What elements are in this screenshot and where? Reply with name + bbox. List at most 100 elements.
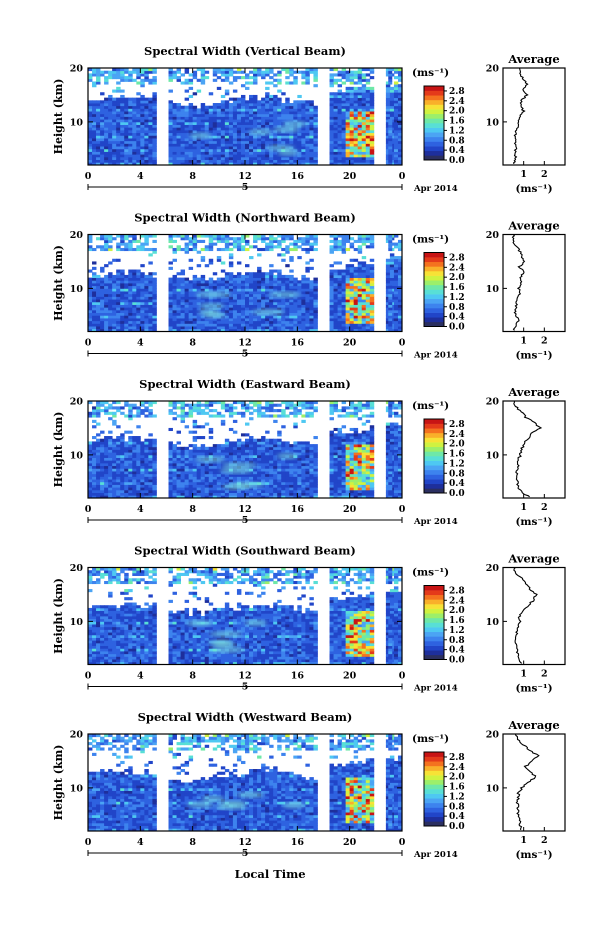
heatmap-cell	[108, 76, 113, 80]
heatmap-cell	[128, 307, 133, 311]
heatmap-cell	[152, 438, 157, 442]
heatmap-cell	[120, 457, 125, 461]
heatmap-cell	[361, 307, 367, 311]
heatmap-cell	[108, 261, 113, 265]
heatmap-cell	[285, 132, 290, 136]
heatmap-cell	[345, 328, 351, 332]
heatmap-cell	[216, 411, 222, 415]
heatmap-cell	[297, 154, 302, 158]
heatmap-cell	[365, 156, 371, 161]
heatmap-cell	[261, 159, 266, 163]
heatmap-cell	[297, 283, 302, 287]
heatmap-cell	[216, 487, 222, 491]
heatmap-cell	[172, 127, 177, 131]
heatmap-cell	[152, 146, 157, 150]
heatmap-cell	[220, 444, 226, 448]
heatmap-cell	[261, 304, 266, 308]
heatmap-cell	[172, 454, 177, 458]
heatmap-cell	[108, 277, 113, 281]
heatmap-cell	[172, 124, 177, 128]
heatmap-cell	[88, 288, 93, 292]
heatmap-cell	[220, 151, 226, 155]
heatmap-cell	[152, 129, 157, 134]
heatmap-cell	[136, 76, 141, 80]
heatmap-cell	[269, 103, 274, 107]
heatmap-cell	[361, 312, 367, 316]
heatmap-cell	[172, 73, 177, 77]
heatmap-cell	[228, 81, 234, 85]
heatmap-cell	[228, 159, 234, 163]
heatmap-cell	[232, 291, 238, 295]
heatmap-cell	[253, 68, 258, 72]
heatmap-cell	[385, 100, 391, 104]
heatmap-cell	[361, 242, 367, 246]
heatmap-cell	[184, 309, 190, 314]
heatmap-cell	[120, 304, 125, 308]
heatmap-cell	[269, 119, 274, 123]
heatmap-cell	[100, 409, 105, 413]
heatmap-cell	[361, 266, 367, 270]
heatmap-cell	[184, 468, 190, 472]
heatmap-cell	[96, 465, 101, 469]
heatmap-cell	[232, 452, 238, 456]
heatmap-cell	[393, 312, 399, 316]
heatmap-cell	[212, 487, 218, 491]
heatmap-cell	[152, 124, 157, 128]
heatmap-cell	[297, 296, 302, 300]
heatmap-cell	[236, 293, 242, 297]
heatmap-cell	[88, 247, 93, 252]
heatmap-cell	[293, 132, 298, 136]
heatmap-cell	[329, 301, 334, 305]
heatmap-cell	[228, 143, 234, 147]
heatmap-cell	[200, 140, 206, 144]
heatmap-patch	[195, 291, 232, 298]
heatmap-cell	[144, 326, 149, 330]
heatmap-cell	[369, 143, 375, 147]
heatmap-cell	[100, 401, 105, 405]
heatmap-cell	[269, 105, 274, 109]
heatmap-cell	[265, 320, 270, 324]
heatmap-cell	[136, 446, 141, 450]
heatmap-cell	[172, 449, 177, 453]
heatmap-cell	[393, 108, 399, 112]
heatmap-strip	[388, 237, 393, 241]
heatmap-cell	[200, 495, 206, 498]
heatmap-cell	[116, 301, 121, 305]
heatmap-cell	[269, 116, 274, 120]
heatmap-cell	[92, 116, 97, 120]
heatmap-cell	[365, 89, 371, 93]
heatmap-cell	[168, 326, 173, 330]
heatmap-cell	[132, 444, 137, 448]
heatmap-cell	[92, 328, 97, 332]
heatmap-cell	[228, 326, 234, 330]
heatmap-cell	[261, 237, 266, 241]
heatmap-cell	[224, 274, 230, 279]
heatmap-cell	[261, 119, 266, 123]
heatmap-cell	[200, 124, 206, 128]
heatmap-cell	[136, 269, 141, 273]
heatmap-cell	[124, 457, 129, 461]
heatmap-cell	[361, 151, 367, 155]
heatmap-cell	[176, 441, 181, 445]
colorbar-tick-label: 1.6	[449, 117, 465, 127]
heatmap-cell	[196, 452, 202, 456]
heatmap-cell	[345, 237, 351, 241]
heatmap-cell	[393, 296, 399, 300]
heatmap-cell	[329, 307, 334, 311]
heatmap-cell	[136, 108, 141, 112]
heatmap-cell	[148, 113, 153, 117]
heatmap-cell	[397, 138, 402, 142]
heatmap-cell	[265, 119, 270, 123]
heatmap-cell	[232, 78, 238, 82]
heatmap-cell	[124, 323, 129, 327]
heatmap-cell	[365, 97, 371, 101]
heatmap-cell	[144, 113, 149, 117]
heatmap-cell	[212, 409, 218, 413]
heatmap-cell	[120, 406, 125, 410]
heatmap-cell	[184, 487, 190, 491]
heatmap-cell	[353, 135, 359, 139]
heatmap-cell	[152, 318, 157, 322]
heatmap-cell	[124, 285, 129, 289]
heatmap-cell	[349, 78, 355, 82]
heatmap-cell	[104, 135, 109, 139]
